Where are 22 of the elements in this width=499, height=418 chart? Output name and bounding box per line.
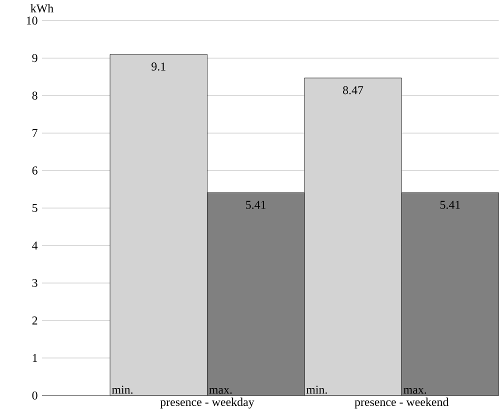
y-axis-title: kWh: [30, 4, 54, 12]
text: max.: [404, 388, 426, 394]
series-label: min.: [112, 385, 133, 394]
data-label: 5.41: [246, 200, 266, 209]
data-label: 8.47: [343, 86, 364, 94]
y-tick-label: 1: [32, 354, 38, 362]
y-tick-label: 4: [32, 241, 38, 250]
text: min.: [306, 385, 327, 394]
y-tick-label: 6: [32, 166, 38, 174]
data-label: 9.1: [152, 62, 166, 70]
y-tick-label: 0: [32, 391, 38, 400]
x-tick-label: presence - weekend: [354, 397, 449, 408]
y-tick-label: 8: [32, 91, 38, 100]
y-tick-label: 9: [32, 54, 38, 62]
y-tick-label: 7: [32, 128, 38, 137]
data-label: 5.41: [440, 200, 460, 209]
y-tick-label: 3: [32, 278, 38, 287]
x-tick-label: presence - weekday: [160, 397, 254, 408]
y-tick-label: 10: [26, 16, 38, 24]
y-tick-label: 2: [32, 316, 38, 324]
series-label: max.: [209, 388, 232, 394]
y-tick-label: 5: [32, 204, 38, 212]
